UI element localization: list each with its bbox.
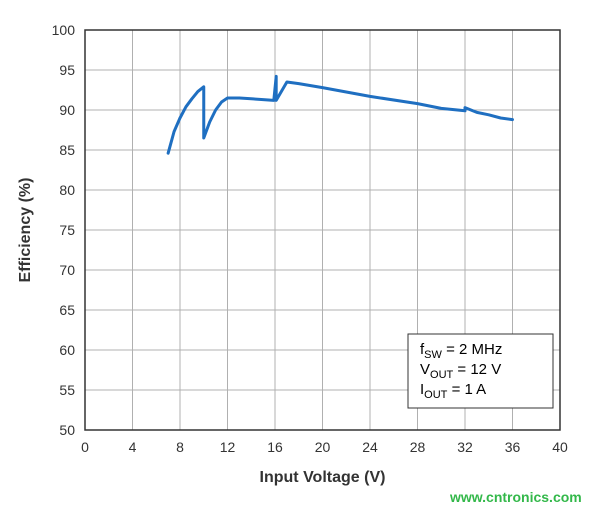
svg-text:24: 24	[362, 439, 378, 455]
svg-text:75: 75	[59, 222, 75, 238]
chart-svg: 0 4 8 12 16 20 24 28 32 36 40 50 55 60 65 70 75 80 85 90 95 1…	[0, 0, 600, 507]
svg-text:70: 70	[59, 262, 75, 278]
svg-text:80: 80	[59, 182, 75, 198]
svg-text:www.cntronics.com: www.cntronics.com	[449, 489, 582, 505]
svg-text:16: 16	[267, 439, 283, 455]
svg-text:Efficiency (%): Efficiency (%)	[17, 178, 34, 283]
svg-text:100: 100	[52, 22, 76, 38]
svg-text:36: 36	[505, 439, 521, 455]
svg-text:Input Voltage (V): Input Voltage (V)	[260, 469, 386, 486]
svg-text:32: 32	[457, 439, 473, 455]
svg-text:90: 90	[59, 102, 75, 118]
svg-text:4: 4	[129, 439, 137, 455]
svg-text:85: 85	[59, 142, 75, 158]
svg-text:8: 8	[176, 439, 184, 455]
svg-text:50: 50	[59, 422, 75, 438]
svg-text:55: 55	[59, 382, 75, 398]
svg-text:0: 0	[81, 439, 89, 455]
svg-text:20: 20	[315, 439, 331, 455]
svg-text:12: 12	[220, 439, 236, 455]
svg-text:28: 28	[410, 439, 426, 455]
svg-text:95: 95	[59, 62, 75, 78]
svg-text:40: 40	[552, 439, 568, 455]
efficiency-chart: 0 4 8 12 16 20 24 28 32 36 40 50 55 60 65 70 75 80 85 90 95 1…	[0, 0, 600, 507]
svg-text:60: 60	[59, 342, 75, 358]
svg-text:65: 65	[59, 302, 75, 318]
